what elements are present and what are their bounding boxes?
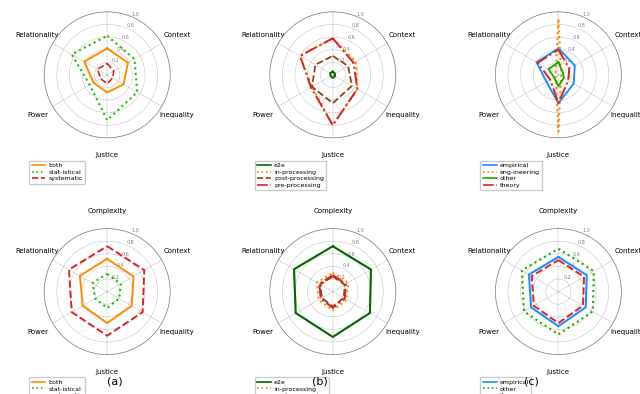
Text: (c): (c) [524,376,539,386]
Legend: empirical, other, theory: empirical, other, theory [480,377,531,394]
Text: (a): (a) [108,376,123,386]
Text: (b): (b) [312,376,328,386]
Legend: e2e, in-processing, post-processing, pre-processing: e2e, in-processing, post-processing, pre… [255,160,326,190]
Legend: empirical, eng­ineering, other, theory: empirical, eng­ineering, other, theory [480,160,542,190]
Legend: both, stat­istical, systematic: both, stat­istical, systematic [29,160,85,184]
Legend: both, stat­istical, systematic: both, stat­istical, systematic [29,377,85,394]
Legend: e2e, in-processing, post-process­ing, pre-process­ing: e2e, in-processing, post-process­ing, pr… [255,377,329,394]
